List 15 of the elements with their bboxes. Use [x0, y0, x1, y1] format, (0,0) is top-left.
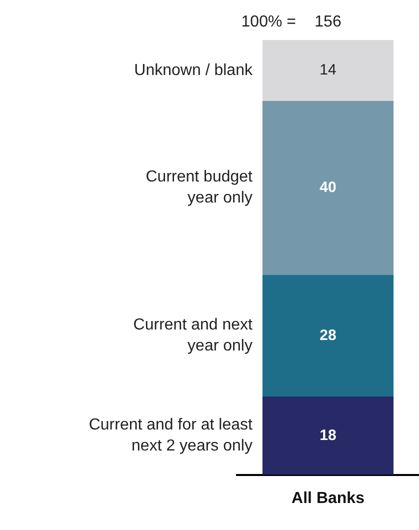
bar [262, 40, 394, 101]
data-label: 40 [320, 178, 336, 196]
text: 156 [314, 13, 342, 30]
series-label: Current and for at least next 2 years only [88, 416, 254, 455]
data-label: 28 [320, 326, 336, 344]
text: 100% = [241, 13, 296, 30]
data-label: 14 [320, 62, 336, 79]
data-label: 18 [320, 426, 336, 444]
x-tick-label: All Banks [292, 490, 365, 507]
series-label: Current and next year only [133, 316, 254, 355]
series-label: Unknown / blank [134, 62, 254, 79]
bar [262, 396, 394, 475]
series-label: Current budget year only [146, 168, 254, 207]
bar [262, 100, 394, 275]
bar [262, 274, 394, 397]
